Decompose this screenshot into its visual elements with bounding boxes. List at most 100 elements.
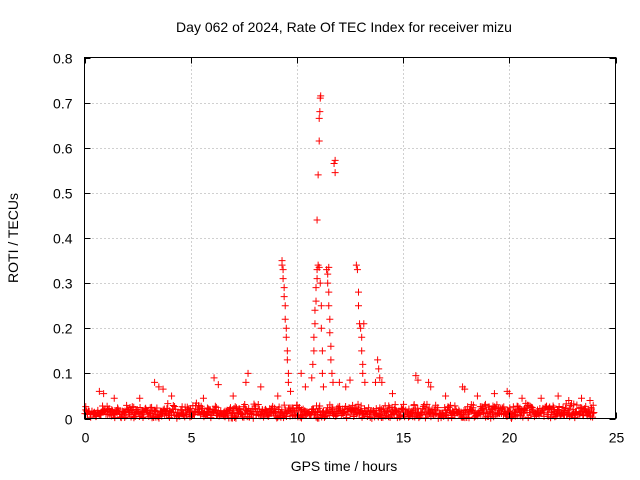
data-point (82, 403, 90, 411)
data-point (418, 409, 426, 417)
points-layer (81, 92, 598, 422)
data-point (230, 413, 238, 421)
data-point (315, 114, 323, 122)
data-point (281, 315, 289, 323)
data-point (328, 369, 336, 377)
y-tick-label: 0.5 (53, 186, 73, 202)
data-point (331, 169, 339, 177)
data-point (159, 385, 167, 393)
data-point (310, 405, 318, 413)
data-point (400, 400, 408, 408)
data-point (565, 396, 573, 404)
data-point (330, 160, 338, 168)
y-tick-label: 0.7 (53, 96, 73, 112)
data-point (521, 405, 529, 413)
data-point (353, 266, 361, 274)
data-point (376, 404, 384, 412)
data-point (570, 400, 578, 408)
data-point (317, 302, 325, 310)
y-tick-label: 0.1 (53, 366, 73, 382)
x-tick-label: 10 (290, 430, 306, 446)
data-point (374, 356, 382, 364)
data-point (235, 405, 243, 413)
y-tick-label: 0.6 (53, 141, 73, 157)
data-point (325, 302, 333, 310)
data-point (493, 401, 501, 409)
y-tick-label: 0.4 (53, 231, 73, 247)
data-point (311, 306, 319, 314)
data-point (554, 406, 562, 414)
data-point (153, 404, 161, 412)
data-point (375, 365, 383, 373)
data-point (446, 401, 454, 409)
data-point (335, 378, 343, 386)
data-point (589, 409, 597, 417)
data-point (310, 347, 318, 355)
data-point (589, 401, 597, 409)
data-point (427, 383, 435, 391)
data-point (95, 387, 103, 395)
data-point (280, 284, 288, 292)
data-point (379, 405, 387, 413)
data-point (110, 394, 118, 402)
data-point (280, 401, 288, 409)
data-point (121, 414, 129, 422)
data-point (320, 413, 328, 421)
data-point (128, 403, 136, 411)
data-point (314, 171, 322, 179)
data-point (155, 383, 163, 391)
data-point (317, 324, 325, 332)
x-tick-label: 5 (188, 430, 196, 446)
x-tick-label: 0 (82, 430, 90, 446)
data-point (469, 401, 477, 409)
data-point (324, 279, 332, 287)
data-point (505, 390, 513, 398)
data-point (244, 369, 252, 377)
data-point (297, 406, 305, 414)
data-point (421, 414, 429, 422)
data-point (136, 403, 144, 411)
data-point (490, 390, 498, 398)
data-point (327, 342, 335, 350)
data-point (274, 392, 282, 400)
data-point (100, 390, 108, 398)
data-point (252, 404, 260, 412)
data-point (316, 279, 324, 287)
data-point (226, 405, 234, 413)
plot-frame (84, 57, 616, 419)
data-point (549, 402, 557, 410)
data-point (357, 324, 365, 332)
data-point (360, 320, 368, 328)
data-point (278, 261, 286, 269)
data-point (284, 378, 292, 386)
data-point (481, 402, 489, 410)
data-point (279, 266, 287, 274)
data-point (317, 92, 325, 100)
data-point (318, 347, 326, 355)
data-point (94, 406, 102, 414)
data-point (341, 409, 349, 417)
data-point (325, 288, 333, 296)
data-point (354, 302, 362, 310)
data-point (451, 402, 459, 410)
y-axis-label: ROTI / TECUs (5, 193, 21, 283)
y-tick-label: 0.2 (53, 321, 73, 337)
data-point (518, 394, 526, 402)
y-tick-label: 0.3 (53, 276, 73, 292)
data-point (311, 320, 319, 328)
data-point (257, 383, 265, 391)
data-point (324, 270, 332, 278)
data-point (352, 261, 360, 269)
data-point (423, 400, 431, 408)
data-point (301, 383, 309, 391)
data-point (282, 324, 290, 332)
data-point (342, 383, 350, 391)
grid-layer (84, 57, 616, 419)
data-point (555, 403, 563, 411)
data-point (351, 404, 359, 412)
data-point (358, 333, 366, 341)
data-point (168, 392, 176, 400)
data-point (414, 404, 422, 412)
data-point (237, 409, 245, 417)
